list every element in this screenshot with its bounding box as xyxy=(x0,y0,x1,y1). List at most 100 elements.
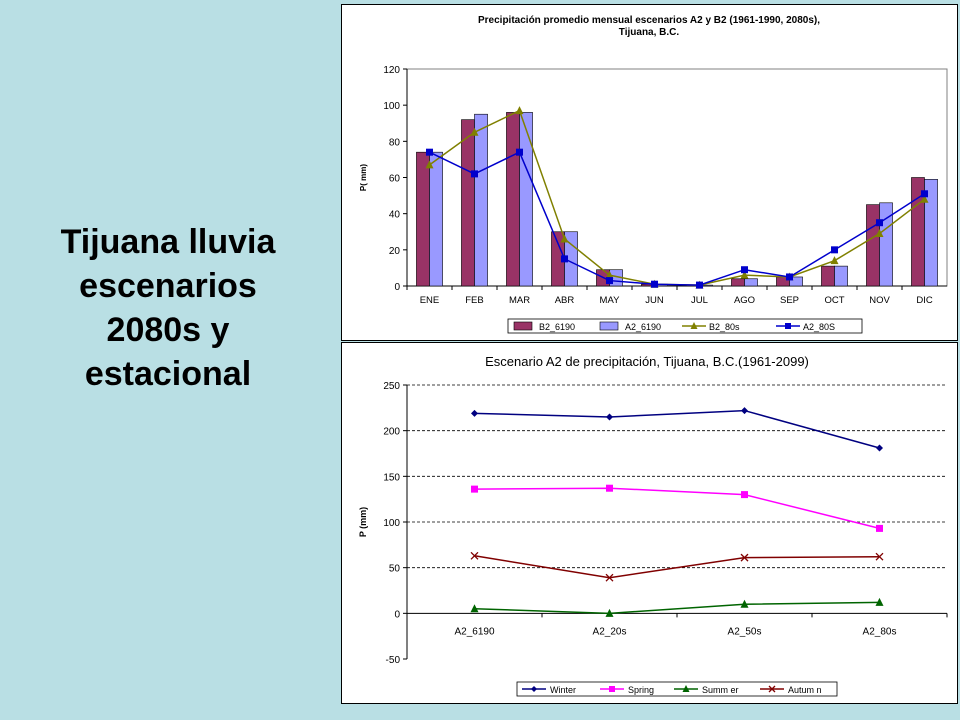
x-tick-label: MAY xyxy=(600,295,621,306)
x-tick-label: OCT xyxy=(824,295,844,306)
point-Spring xyxy=(471,485,478,493)
y-tick-label: 150 xyxy=(383,472,400,483)
bar-A2_6190 xyxy=(924,179,938,287)
point-Summ er xyxy=(740,599,749,608)
bar-A2_6190 xyxy=(744,278,758,287)
y-tick-label: 80 xyxy=(389,137,401,148)
bar-B2_6190 xyxy=(506,112,520,287)
line-Autum n xyxy=(474,555,880,579)
legend-marker xyxy=(531,686,537,692)
y-axis-label: P (mm) xyxy=(358,507,368,537)
point-Spring xyxy=(876,524,883,532)
point-Autum n-stroke xyxy=(875,552,884,561)
point-Spring xyxy=(741,491,748,499)
point-B2_80s xyxy=(515,106,524,115)
point-A2_80S xyxy=(741,266,748,274)
slide-title-line: Tijuana lluvia xyxy=(60,223,276,261)
bar-B2_6190 xyxy=(866,204,880,287)
slide-title-line: 2080s y xyxy=(106,311,230,349)
legend-label: Autum n xyxy=(788,685,822,695)
legend-swatch xyxy=(513,321,533,331)
y-tick-label: 200 xyxy=(383,427,400,438)
bar-A2_6190 xyxy=(789,276,803,287)
monthly-precipitation-svg: Precipitación promedio mensual escenario… xyxy=(359,15,948,334)
y-tick-label: -50 xyxy=(386,655,401,666)
chart-title-line: Precipitación promedio mensual escenario… xyxy=(478,15,820,26)
x-tick-label: FEB xyxy=(465,295,483,306)
point-Autum n xyxy=(470,551,479,560)
point-A2_80S xyxy=(696,281,703,289)
x-tick-label: ENE xyxy=(420,295,440,306)
point-B2_80s xyxy=(830,256,839,265)
y-tick-label: 120 xyxy=(383,65,400,76)
x-tick-label: ABR xyxy=(555,295,575,306)
seasonal-scenario-svg: Escenario A2 de precipitación, Tijuana, … xyxy=(358,354,948,697)
x-tick-label: A2_80s xyxy=(863,626,897,637)
point-B2_80s xyxy=(425,160,434,169)
y-tick-label: 0 xyxy=(394,282,400,293)
bar-A2_6190 xyxy=(474,113,488,287)
slide-title-line: estacional xyxy=(84,355,252,393)
y-tick-label: 0 xyxy=(394,609,400,620)
slide-title: Tijuana lluvia escenarios 2080s y estaci… xyxy=(18,220,318,396)
point-Winter xyxy=(606,413,613,421)
x-tick-label: AGO xyxy=(734,295,755,306)
legend-marker-stroke xyxy=(768,685,776,693)
point-B2_80s xyxy=(560,234,569,243)
x-tick-label: JUL xyxy=(691,295,708,306)
plot-area xyxy=(406,68,948,287)
point-A2_80S xyxy=(831,246,838,254)
y-tick-label: 40 xyxy=(389,210,401,221)
point-A2_80S xyxy=(561,255,568,263)
legend-label: A2_6190 xyxy=(625,322,661,332)
point-Winter xyxy=(876,444,883,452)
legend-label: Summ er xyxy=(702,685,739,695)
point-A2_80S xyxy=(651,280,658,288)
legend-marker xyxy=(682,685,690,692)
x-tick-label: A2_20s xyxy=(593,626,627,637)
point-Winter xyxy=(471,409,478,417)
point-Autum n xyxy=(740,553,749,562)
bar-B2_6190 xyxy=(461,119,475,287)
x-tick-label: DIC xyxy=(916,295,933,306)
y-tick-label: 60 xyxy=(389,174,401,185)
seasonal-scenario-chart: Escenario A2 de precipitación, Tijuana, … xyxy=(341,342,958,704)
line-Winter xyxy=(474,409,880,449)
y-tick-label: 100 xyxy=(383,101,400,112)
legend: Winter Spring Summ er Autum n xyxy=(516,681,838,697)
point-B2_80s xyxy=(875,229,884,238)
point-Autum n-stroke xyxy=(605,573,614,582)
y-tick-label: 20 xyxy=(389,246,401,257)
y-tick-label: 250 xyxy=(383,381,400,392)
point-B2_80s xyxy=(920,194,929,203)
bar-A2_6190 xyxy=(429,151,443,287)
point-B2_80s xyxy=(740,270,749,279)
x-tick-label: A2_6190 xyxy=(454,626,494,637)
legend-marker xyxy=(609,686,615,692)
legend-label: Spring xyxy=(628,685,654,695)
point-Autum n-stroke xyxy=(740,553,749,562)
legend-label: B2_6190 xyxy=(539,322,575,332)
x-tick-label: NOV xyxy=(869,295,890,306)
point-Spring xyxy=(606,484,613,492)
point-A2_80S xyxy=(606,277,613,285)
x-tick-label: SEP xyxy=(780,295,799,306)
chart-title-line: Tijuana, B.C. xyxy=(619,27,680,38)
y-tick-label: 50 xyxy=(389,564,401,575)
legend-marker xyxy=(768,685,776,693)
point-A2_80S xyxy=(516,148,523,156)
chart-title: Escenario A2 de precipitación, Tijuana, … xyxy=(485,354,809,369)
point-Autum n xyxy=(605,573,614,582)
point-Autum n xyxy=(875,552,884,561)
x-tick-label: A2_50s xyxy=(728,626,762,637)
line-Summ er xyxy=(474,601,880,615)
legend-label: A2_80S xyxy=(803,322,835,332)
point-A2_80S xyxy=(921,190,928,198)
line-Spring xyxy=(474,487,880,530)
point-Autum n-stroke xyxy=(470,551,479,560)
point-A2_80S xyxy=(426,148,433,156)
slide-title-line: escenarios xyxy=(79,267,257,305)
point-A2_80S xyxy=(471,170,478,178)
point-Summ er xyxy=(875,597,884,606)
point-Summ er xyxy=(470,604,479,613)
